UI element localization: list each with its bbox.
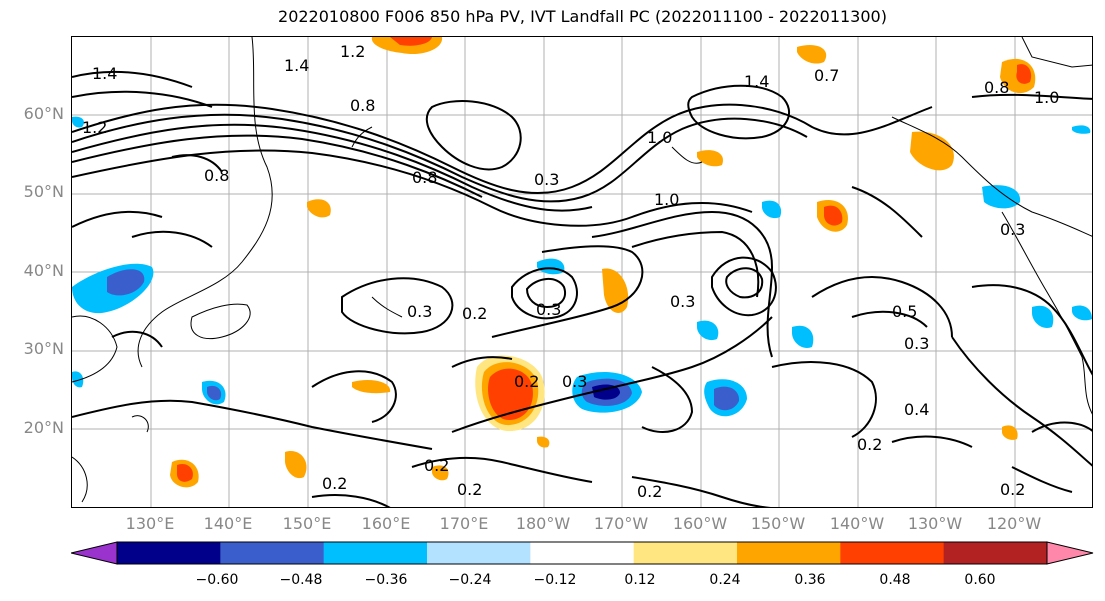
colorbar-segment	[117, 542, 221, 564]
contour-label: 0.3	[407, 302, 432, 321]
lat-label-30n: 30°N	[23, 339, 64, 358]
colorbar-tick: −0.36	[364, 572, 408, 588]
contour-label: 0.2	[514, 372, 539, 391]
lon-label-160e: 160°E	[361, 514, 411, 533]
colorbar-tick: −0.48	[279, 572, 323, 588]
lat-label-50n: 50°N	[23, 182, 64, 201]
contour-label: 1.4	[744, 72, 769, 91]
contour-label: 1.0	[1034, 88, 1059, 107]
lon-label-130e: 130°E	[125, 514, 175, 533]
contour-label: 0.4	[904, 400, 929, 419]
colorbar-segment	[427, 542, 531, 564]
lon-label-150w: 150°W	[750, 514, 806, 533]
contour-label: 1.0	[647, 128, 672, 147]
contour-label: 0.3	[1000, 220, 1025, 239]
contour-label: 0.3	[670, 292, 695, 311]
contour-label: 0.7	[814, 66, 839, 85]
contour-label: 1.0	[654, 190, 679, 209]
contour-label: 0.2	[1000, 480, 1025, 499]
contours	[72, 70, 1092, 507]
contour-label: 0.3	[904, 334, 929, 353]
colorbar-segment	[633, 542, 738, 564]
colorbar-tick: 0.36	[794, 572, 826, 588]
contour-label: 0.8	[204, 166, 229, 185]
contour-label: 0.2	[857, 435, 882, 454]
contour-label: 0.2	[424, 456, 449, 475]
colorbar-segment	[943, 542, 1048, 564]
lon-label-170w: 170°W	[593, 514, 649, 533]
contour-label: 0.3	[534, 170, 559, 189]
map-canvas: 1.4 1.2 1.4 1.2 0.8 0.8 1.0 1.0 1.4 0.8 …	[72, 37, 1092, 507]
contour-label: 0.2	[462, 304, 487, 323]
coastlines	[72, 37, 1092, 503]
colorbar-tick: 0.48	[879, 572, 911, 588]
lat-label-60n: 60°N	[23, 104, 64, 123]
contour-label: 0.2	[322, 474, 347, 493]
colorbar-tick: −0.60	[195, 572, 239, 588]
contour-label: 0.3	[536, 300, 561, 319]
map-title: 2022010800 F006 850 hPa PV, IVT Landfall…	[278, 7, 887, 26]
graticule	[72, 37, 1092, 507]
lon-label-170e: 170°E	[439, 514, 489, 533]
colorbar-extend-low	[71, 541, 118, 565]
colorbar-segment	[220, 542, 325, 564]
contour-label: 0.8	[412, 168, 437, 187]
colorbar-segment	[530, 542, 635, 564]
colorbar-tick: 0.12	[624, 572, 656, 588]
lon-label-140e: 140°E	[203, 514, 253, 533]
lon-label-130w: 130°W	[907, 514, 963, 533]
colorbar	[71, 541, 1094, 565]
contour-label: 0.2	[637, 482, 662, 501]
pv-shading	[72, 37, 1092, 488]
contour-label: 1.2	[340, 42, 365, 61]
lon-label-140w: 140°W	[829, 514, 885, 533]
contour-label: 0.2	[457, 480, 482, 499]
colorbar-extend-high	[1046, 541, 1094, 565]
contour-label: 0.5	[892, 302, 917, 321]
colorbar-tick: −0.12	[533, 572, 577, 588]
map-panel: 1.4 1.2 1.4 1.2 0.8 0.8 1.0 1.0 1.4 0.8 …	[71, 36, 1093, 508]
colorbar-segment	[737, 542, 841, 564]
contour-labels: 1.4 1.2 1.4 1.2 0.8 0.8 1.0 1.0 1.4 0.8 …	[82, 42, 1059, 501]
contour-label: 1.4	[284, 56, 309, 75]
colorbar-tick: 0.60	[964, 572, 996, 588]
colorbar-tick: −0.24	[448, 572, 492, 588]
lon-label-150e: 150°E	[282, 514, 332, 533]
contour-label: 1.4	[92, 64, 117, 83]
lat-label-40n: 40°N	[23, 261, 64, 280]
contour-label: 0.8	[984, 78, 1009, 97]
contour-label: 0.3	[562, 372, 587, 391]
contour-label: 0.8	[350, 96, 375, 115]
colorbar-tick: 0.24	[709, 572, 741, 588]
lat-label-20n: 20°N	[23, 418, 64, 437]
colorbar-segment	[323, 542, 428, 564]
contour-label: 1.2	[82, 118, 107, 137]
colorbar-segment	[840, 542, 945, 564]
lon-label-160w: 160°W	[672, 514, 728, 533]
lon-label-120w: 120°W	[986, 514, 1042, 533]
lon-label-180w: 180°W	[515, 514, 571, 533]
